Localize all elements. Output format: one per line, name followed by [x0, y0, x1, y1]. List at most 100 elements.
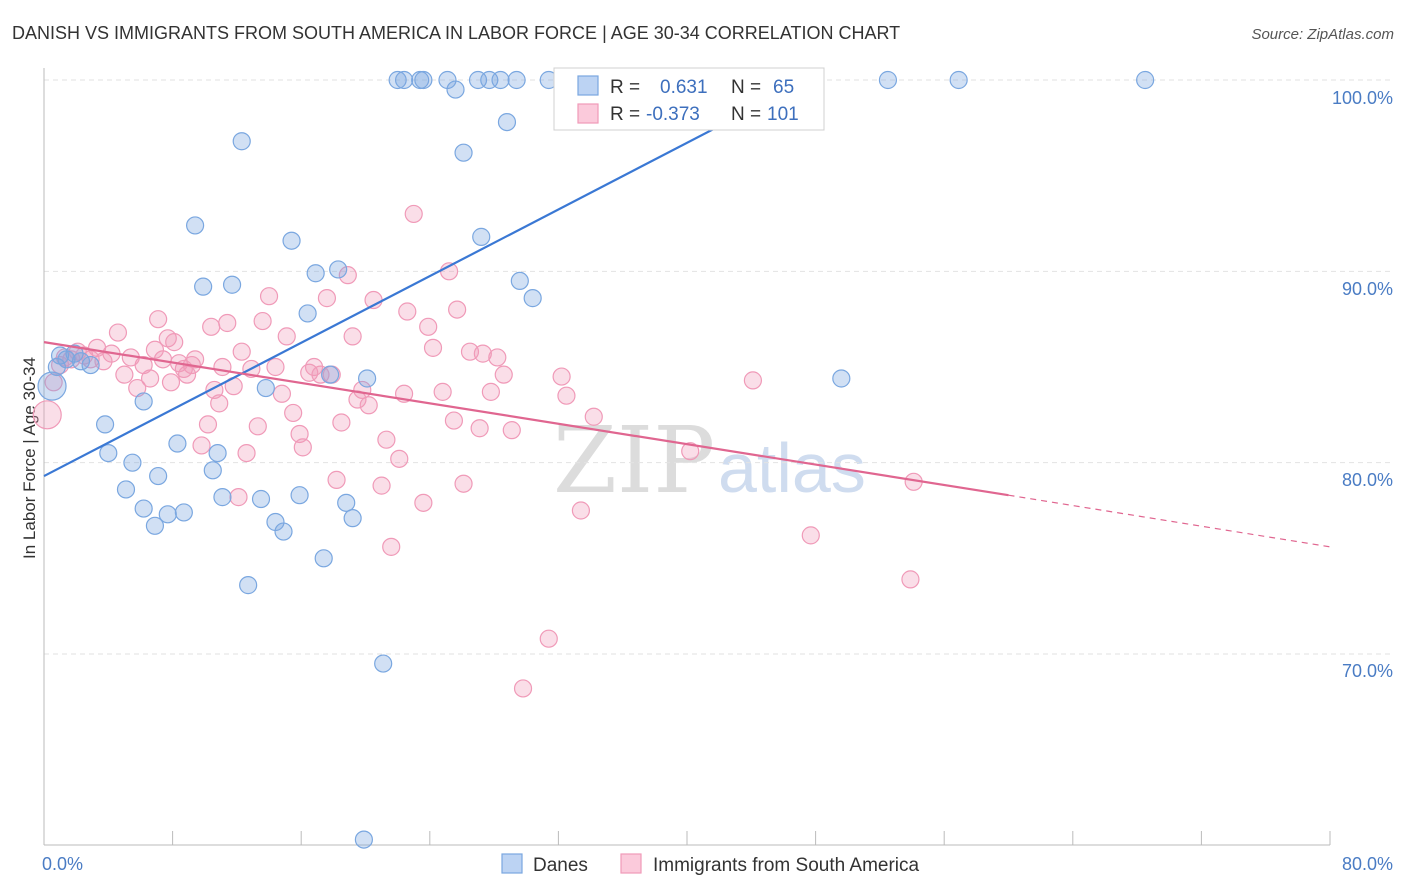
- immigrants-point-67: [398, 302, 417, 321]
- immigrants-point-68: [404, 204, 423, 224]
- watermark-zip: ZIP: [553, 407, 715, 514]
- danes-point-15: [158, 505, 177, 524]
- danes-point-48: [454, 143, 473, 162]
- immigrants-point-60: [359, 396, 378, 415]
- danes-point-47: [446, 80, 465, 99]
- danes-point-0: [37, 371, 67, 401]
- danes-point-10: [123, 453, 142, 472]
- immigrants-point-38: [237, 444, 256, 463]
- danes-point-36: [329, 260, 348, 279]
- y-axis-label: In Labor Force | Age 30-34: [20, 357, 39, 559]
- immigrants-point-48: [293, 438, 312, 457]
- danes-point-17: [174, 503, 193, 522]
- trend-lines: [43, 75, 1331, 548]
- immigrants-point-1: [44, 373, 63, 392]
- immigrants-point-0: [32, 400, 62, 430]
- chart-source: Source: ZipAtlas.com: [1251, 26, 1394, 43]
- bottom-legend-swatch-immigrants: [620, 853, 642, 874]
- legend-swatch-immigrants: [577, 103, 599, 124]
- danes-point-13: [145, 516, 165, 535]
- immigrants-point-16: [140, 369, 160, 388]
- y-tick-label-70: 70.0%: [1342, 661, 1393, 681]
- danes-point-5: [71, 352, 91, 371]
- immigrants-point-54: [327, 470, 346, 489]
- x-tick-label-max: 80.0%: [1342, 854, 1393, 874]
- bottom-legend-label-immigrants: Immigrants from South America: [653, 855, 920, 876]
- danes-point-41: [374, 654, 393, 673]
- immigrants-point-91: [743, 371, 763, 390]
- immigrants-point-85: [539, 629, 558, 648]
- danes-point-54: [507, 70, 526, 90]
- danes-point-7: [95, 415, 115, 434]
- immigrants-point-90: [681, 442, 700, 461]
- immigrants-point-55: [332, 413, 351, 432]
- danes-point-19: [194, 277, 213, 296]
- immigrants-point-87: [557, 386, 576, 405]
- danes-point-8: [99, 444, 118, 463]
- legend-r-value-danes: 0.631: [660, 77, 708, 98]
- immigrants-trend-line: [43, 341, 1009, 497]
- danes-point-53: [497, 112, 517, 132]
- immigrants-point-27: [186, 350, 205, 369]
- immigrants-point-40: [248, 417, 267, 436]
- legend-r-value-immigrants: -0.373: [646, 104, 700, 125]
- immigrants-point-52: [317, 289, 337, 308]
- legend-swatch-danes: [577, 75, 599, 96]
- immigrants-point-82: [494, 365, 513, 384]
- legend-n-label-danes: N =: [731, 77, 761, 98]
- immigrants-point-37: [232, 342, 251, 361]
- immigrants-point-83: [502, 421, 521, 440]
- immigrants-point-29: [198, 415, 218, 434]
- immigrants-point-57: [343, 327, 362, 346]
- immigrants-point-18: [149, 310, 168, 329]
- immigrants-point-56: [338, 266, 357, 285]
- legend-n-label-immigrants: N =: [731, 104, 761, 125]
- danes-point-45: [414, 70, 433, 90]
- immigrants-point-44: [272, 384, 292, 403]
- danes-point-6: [81, 355, 100, 375]
- legend-r-label-danes: R =: [610, 77, 640, 98]
- danes-point-16: [168, 434, 187, 453]
- legend-n-value-danes: 65: [773, 77, 794, 98]
- immigrants-point-79: [473, 344, 492, 363]
- axes: [43, 68, 1331, 846]
- immigrants-point-76: [454, 474, 473, 493]
- danes-point-12: [134, 499, 153, 518]
- danes-point-26: [251, 489, 271, 509]
- immigrants-point-43: [266, 357, 285, 377]
- legend-n-value-immigrants: 101: [767, 104, 799, 125]
- immigrants-point-21: [161, 373, 181, 392]
- danes-point-1: [47, 357, 66, 377]
- danes-point-62: [878, 70, 898, 90]
- immigrants-point-45: [277, 327, 296, 346]
- series-immigrants-points: [32, 204, 923, 698]
- danes-point-22: [213, 488, 232, 507]
- danes-point-27: [256, 378, 275, 398]
- danes-point-61: [832, 369, 851, 388]
- immigrants-point-80: [481, 382, 500, 401]
- danes-point-52: [491, 70, 510, 90]
- bottom-legend-swatch-danes: [501, 853, 523, 874]
- danes-point-21: [208, 444, 227, 463]
- immigrants-point-78: [470, 419, 489, 438]
- danes-point-55: [510, 271, 529, 290]
- danes-point-63: [949, 70, 968, 90]
- immigrants-point-22: [165, 333, 184, 352]
- immigrants-point-70: [419, 317, 438, 336]
- immigrants-point-47: [290, 424, 309, 444]
- immigrants-point-71: [423, 338, 443, 357]
- immigrants-point-34: [218, 313, 237, 333]
- danes-point-9: [116, 480, 136, 499]
- danes-point-38: [343, 509, 362, 528]
- y-tick-labels: 100.0% 90.0% 80.0% 70.0%: [1332, 88, 1393, 681]
- legend-box: [553, 67, 825, 131]
- danes-point-37: [337, 493, 356, 512]
- immigrants-point-28: [192, 436, 211, 455]
- danes-point-64: [1136, 70, 1155, 90]
- immigrants-point-46: [284, 403, 303, 423]
- legend-r-label-immigrants: R =: [610, 104, 640, 125]
- immigrants-point-41: [253, 311, 272, 331]
- danes-point-50: [472, 227, 491, 246]
- immigrants-point-64: [382, 537, 401, 556]
- immigrants-point-36: [229, 488, 248, 507]
